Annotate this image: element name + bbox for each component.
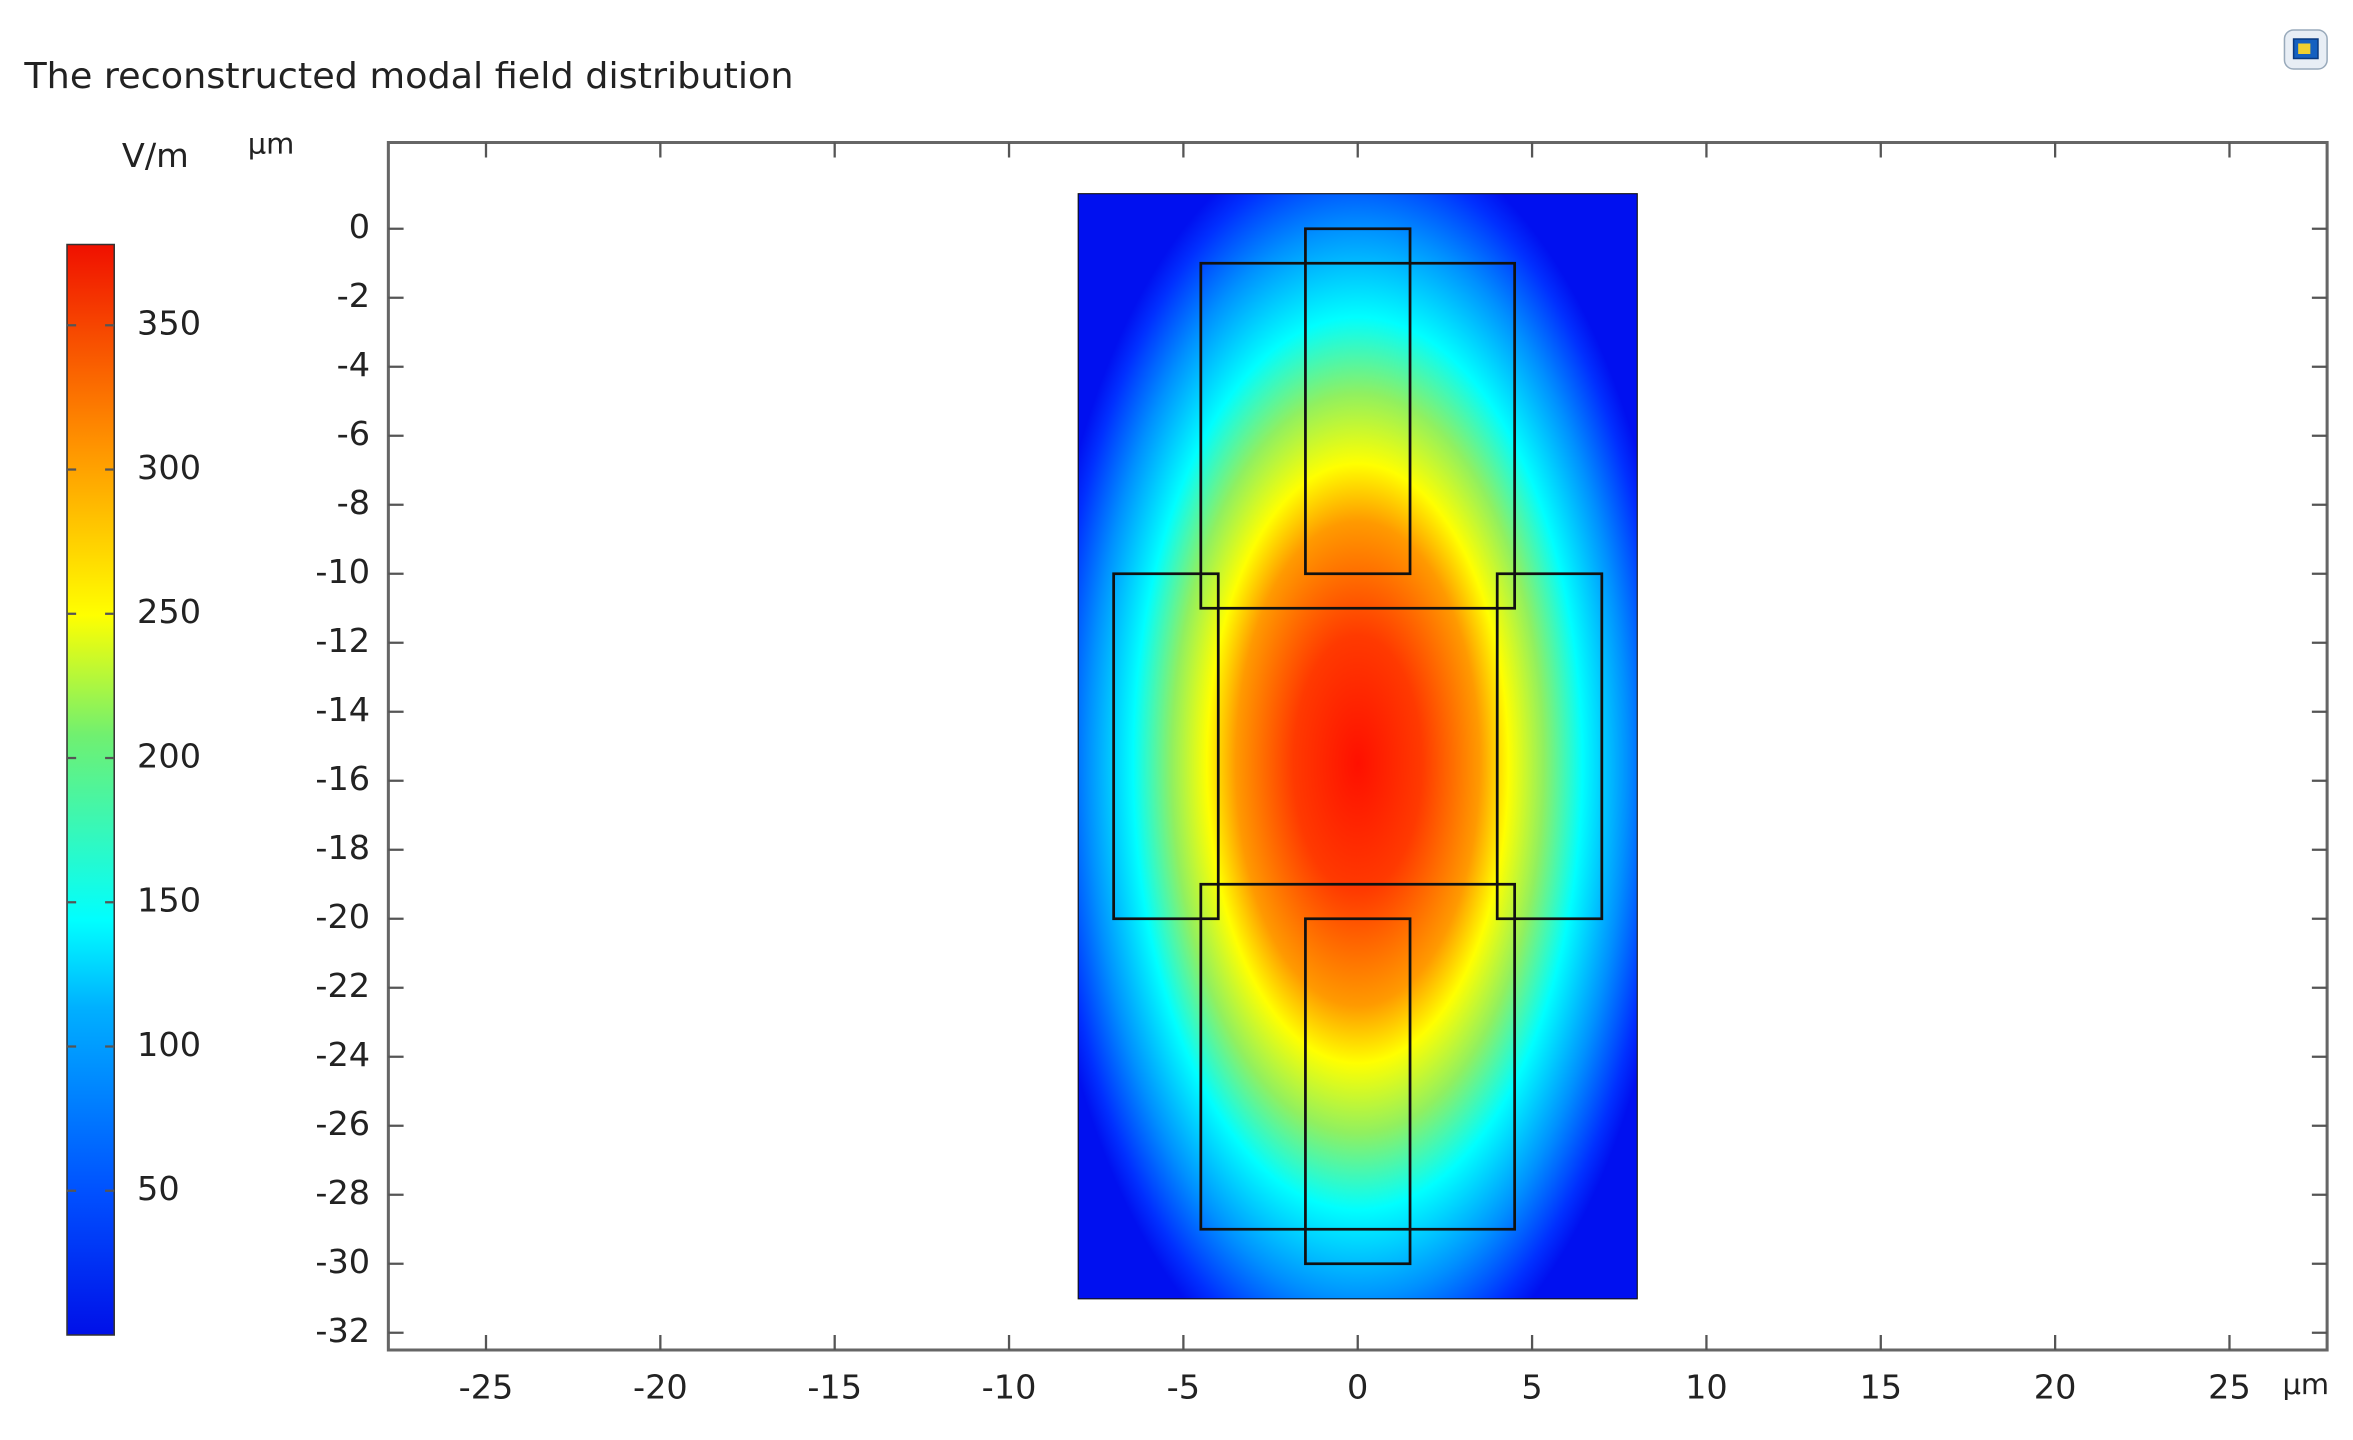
y-tick-label: -4: [337, 345, 370, 384]
colorbar-tick-label: 250: [137, 592, 201, 631]
x-tick-label: 5: [1521, 1368, 1542, 1407]
y-tick-label: 0: [349, 207, 370, 246]
y-tick-label: -10: [315, 552, 370, 591]
colorbar-tick-label: 300: [137, 448, 201, 487]
y-tick-label: -24: [315, 1035, 370, 1074]
geometry-outline: [1199, 261, 1517, 610]
x-tick-label: 10: [1685, 1368, 1728, 1407]
y-tick-label: -28: [315, 1173, 370, 1212]
x-unit: µm: [2282, 1367, 2329, 1401]
x-tick-label: -10: [982, 1368, 1037, 1407]
field-intensity: [1078, 194, 1637, 1299]
x-tick-label: -25: [459, 1368, 514, 1407]
x-tick-label: -5: [1167, 1368, 1200, 1407]
y-tick-label: -18: [315, 828, 370, 867]
geometry-outline: [1112, 572, 1220, 921]
colorbar-unit: V/m: [122, 136, 189, 175]
x-tick-label: -20: [633, 1368, 688, 1407]
colorbar-tick-label: 200: [137, 737, 201, 776]
y-tick-label: -8: [337, 483, 370, 522]
x-tick-label: 0: [1347, 1368, 1368, 1407]
y-tick-label: -22: [315, 966, 370, 1005]
chart-title: The reconstructed modal field distributi…: [23, 54, 793, 97]
geometry-outline: [1304, 227, 1412, 576]
colorbar-tick-label: 50: [137, 1169, 180, 1208]
x-tick-label: 15: [1859, 1368, 1902, 1407]
y-tick-label: -12: [315, 621, 370, 660]
geometry-outline: [1199, 882, 1517, 1231]
y-unit: µm: [248, 127, 295, 161]
x-tick-label: -15: [807, 1368, 862, 1407]
y-tick-label: -6: [337, 414, 370, 453]
y-tick-label: -30: [315, 1242, 370, 1281]
x-tick-label: 20: [2034, 1368, 2077, 1407]
y-tick-label: -26: [315, 1104, 370, 1143]
y-tick-label: -2: [337, 276, 370, 315]
geometry-outline: [1495, 572, 1604, 921]
colorbar-tick-label: 350: [137, 304, 201, 343]
geometry-outline: [1304, 917, 1412, 1266]
colorbar-tick-label: 100: [137, 1025, 201, 1064]
colorbar-tick-label: 150: [137, 881, 201, 920]
x-tick-label: 25: [2208, 1368, 2251, 1407]
y-tick-label: -32: [315, 1311, 370, 1350]
y-tick-label: -14: [315, 690, 370, 729]
y-tick-label: -20: [315, 897, 370, 936]
colorbar: [66, 243, 115, 1336]
y-tick-label: -16: [315, 759, 370, 798]
icon-detail[interactable]: [2298, 43, 2311, 55]
app-icon[interactable]: [2283, 29, 2328, 70]
